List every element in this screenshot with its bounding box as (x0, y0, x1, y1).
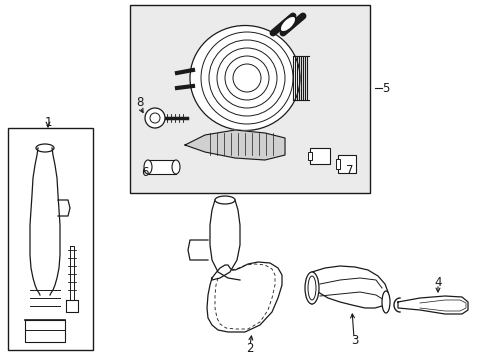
Bar (148, 160, 176, 174)
Bar (8, 128, 93, 350)
Bar (130, 5, 369, 193)
Bar (335, 159, 339, 169)
Ellipse shape (307, 276, 315, 300)
Text: 5: 5 (381, 81, 388, 94)
Ellipse shape (215, 196, 235, 204)
Text: 7: 7 (346, 163, 353, 176)
Ellipse shape (143, 160, 152, 174)
Bar (307, 152, 311, 160)
Text: 8: 8 (136, 95, 143, 108)
Ellipse shape (280, 16, 295, 32)
Polygon shape (397, 296, 467, 314)
Text: 1: 1 (44, 116, 52, 129)
Bar (337, 155, 355, 173)
Polygon shape (206, 262, 282, 332)
Ellipse shape (305, 272, 318, 304)
Text: 4: 4 (433, 275, 441, 288)
Circle shape (150, 113, 160, 123)
Circle shape (145, 108, 164, 128)
Polygon shape (311, 266, 387, 308)
Ellipse shape (172, 160, 180, 174)
Ellipse shape (381, 291, 389, 313)
Ellipse shape (190, 26, 299, 130)
Bar (309, 148, 329, 164)
Ellipse shape (36, 144, 54, 152)
Text: 3: 3 (350, 333, 358, 346)
Polygon shape (184, 130, 285, 160)
Text: 6: 6 (141, 166, 148, 179)
Text: 2: 2 (246, 342, 253, 355)
